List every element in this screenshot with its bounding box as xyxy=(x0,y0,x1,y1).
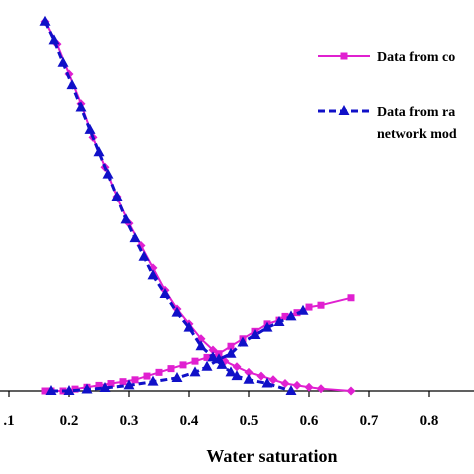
data-point xyxy=(243,373,255,384)
x-tick-label: 0.8 xyxy=(420,413,439,429)
data-point xyxy=(57,56,69,67)
x-axis-title: Water saturation xyxy=(206,446,337,466)
x-axis-ticks: .1 0.2 0.3 0.4 0.5 0.6 0.7 0.8 xyxy=(3,391,438,429)
data-point xyxy=(120,213,132,224)
data-point xyxy=(191,357,199,365)
data-point xyxy=(281,312,289,320)
data-point xyxy=(346,386,356,396)
data-point xyxy=(227,342,235,350)
data-point xyxy=(304,382,314,392)
legend-marker xyxy=(338,105,350,115)
data-point xyxy=(75,101,87,112)
data-point xyxy=(208,345,218,355)
data-point xyxy=(111,191,123,202)
legend-entry: Data from ra network mod xyxy=(318,105,457,142)
data-point xyxy=(305,303,313,311)
data-point xyxy=(261,321,273,332)
data-point xyxy=(171,306,183,317)
x-tick-label: 0.6 xyxy=(300,413,319,429)
x-tick-label: 0.3 xyxy=(120,413,139,429)
data-point xyxy=(273,315,285,326)
data-point xyxy=(256,371,266,381)
legend-label: Data from ra xyxy=(377,105,455,120)
data-point xyxy=(119,378,127,386)
data-point xyxy=(249,329,261,340)
data-point xyxy=(244,367,254,377)
legend: Data from co Data from ra network mod xyxy=(318,50,457,142)
data-point xyxy=(147,269,159,280)
data-point xyxy=(123,379,135,390)
data-point xyxy=(131,376,139,384)
data-point xyxy=(225,366,237,377)
legend-label: network mod xyxy=(377,127,457,142)
data-point xyxy=(138,250,150,261)
data-point xyxy=(225,347,237,358)
plot-area xyxy=(39,15,356,396)
legend-label: Data from co xyxy=(377,50,455,65)
x-tick-label: 0.7 xyxy=(360,413,379,429)
data-point xyxy=(171,371,183,382)
x-tick-label: 0.4 xyxy=(180,413,199,429)
legend-entry: Data from co xyxy=(318,50,455,65)
data-point xyxy=(39,15,51,26)
data-point xyxy=(41,387,49,395)
x-tick-label: 0.2 xyxy=(60,413,79,429)
data-point xyxy=(66,79,78,90)
data-point xyxy=(95,381,103,389)
data-point xyxy=(203,353,211,361)
data-point xyxy=(167,365,175,373)
data-point xyxy=(280,379,290,389)
data-point xyxy=(207,351,219,362)
data-point xyxy=(317,301,325,309)
data-point xyxy=(81,383,93,394)
series-0 xyxy=(41,294,355,395)
data-point xyxy=(129,232,141,243)
data-point xyxy=(261,377,273,388)
data-point xyxy=(107,380,115,388)
data-point xyxy=(297,304,309,315)
data-point xyxy=(99,382,111,393)
data-point xyxy=(347,294,355,302)
data-point xyxy=(147,375,159,386)
data-point xyxy=(195,340,207,351)
data-point xyxy=(237,336,249,347)
data-point xyxy=(189,366,201,377)
data-point xyxy=(183,321,195,332)
data-point xyxy=(201,360,213,371)
x-tick-label: .1 xyxy=(3,413,14,429)
data-point xyxy=(316,384,326,394)
data-point xyxy=(48,34,60,45)
legend-marker xyxy=(340,52,348,60)
data-point xyxy=(179,361,187,369)
series-1 xyxy=(40,17,356,396)
data-point xyxy=(93,146,105,157)
data-point xyxy=(155,368,163,376)
data-point xyxy=(292,380,302,390)
data-point xyxy=(159,288,171,299)
series-line xyxy=(44,21,352,392)
data-point xyxy=(63,385,75,395)
data-point xyxy=(84,123,96,134)
x-tick-label: 0.5 xyxy=(240,413,259,429)
data-point xyxy=(213,353,225,364)
series-2 xyxy=(39,15,297,395)
series-3 xyxy=(45,304,309,395)
data-point xyxy=(143,372,151,380)
data-point xyxy=(216,358,228,369)
data-point xyxy=(45,385,57,395)
data-point xyxy=(102,168,114,179)
data-point xyxy=(285,310,297,321)
data-point xyxy=(232,362,242,372)
data-point xyxy=(285,385,297,395)
data-point xyxy=(231,370,243,381)
data-point xyxy=(268,375,278,385)
